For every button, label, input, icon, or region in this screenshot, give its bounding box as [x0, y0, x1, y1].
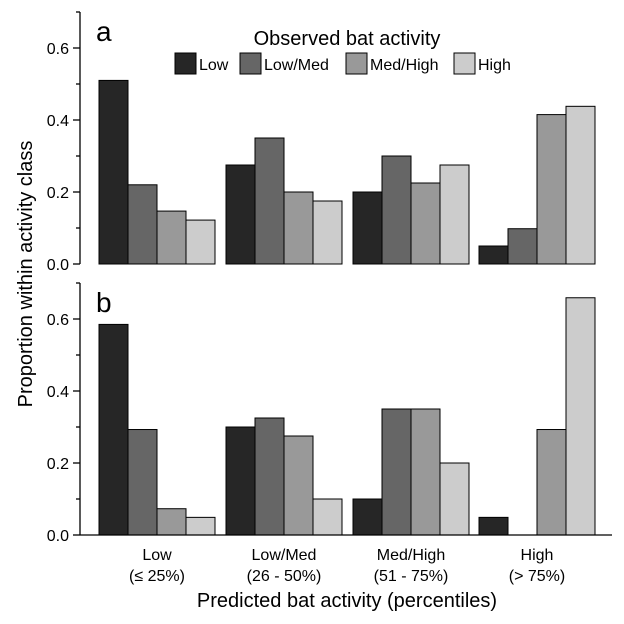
x-tick-label-0: Low	[142, 547, 172, 564]
x-tick-sublabel-0: (≤ 25%)	[129, 568, 185, 585]
bar-b-2-0	[352, 498, 383, 536]
y-axis-title: Proportion within activity class	[15, 141, 37, 408]
bar-a-1-1	[254, 137, 285, 265]
bar-a-0-2	[156, 210, 187, 265]
bar-a-3-1	[507, 228, 538, 265]
bar-a-2-3	[439, 164, 470, 265]
y-tick-label-a: 0.2	[47, 185, 69, 202]
x-tick-label-3: High	[521, 547, 554, 564]
y-tick-label-a: 0.0	[47, 257, 69, 274]
y-tick-label-a: 0.4	[47, 113, 69, 130]
legend: Observed bat activity Low Low/Med Med/High…	[174, 28, 511, 75]
x-axis-title: Predicted bat activity (percentiles)	[197, 590, 497, 612]
legend-label-1: Low/Med	[264, 57, 329, 74]
legend-swatch-2	[345, 52, 368, 75]
bar-b-3-2	[536, 429, 567, 536]
legend-swatch-3	[453, 52, 476, 75]
bar-b-0-0	[98, 323, 129, 536]
legend-title: Observed bat activity	[254, 28, 441, 50]
x-tick-sublabel-1: (26 - 50%)	[247, 568, 322, 585]
panel-a: 0.0 0.2 0.4 0.6 a	[47, 11, 596, 274]
legend-label-3: High	[478, 57, 511, 74]
legend-swatch-1	[239, 52, 262, 75]
panel-label-b: b	[96, 287, 112, 318]
bar-a-2-0	[352, 191, 383, 265]
bar-b-2-3	[439, 462, 470, 536]
y-tick-label-b: 0.6	[47, 312, 69, 329]
bar-a-2-2	[410, 182, 441, 265]
bar-b-2-1	[381, 408, 412, 536]
panels: 0.0 0.2 0.4 0.6 a 0.0 0.2 0.4 0.6 b	[47, 11, 612, 545]
legend-label-0: Low	[199, 57, 229, 74]
x-tick-sublabel-2: (51 - 75%)	[374, 568, 449, 585]
bar-a-3-2	[536, 114, 567, 265]
y-tick-label-b: 0.2	[47, 456, 69, 473]
x-tick-label-1: Low/Med	[252, 547, 317, 564]
y-tick-label-b: 0.4	[47, 384, 69, 401]
panel-label-a: a	[96, 16, 112, 47]
bar-a-0-3	[185, 219, 216, 265]
bar-a-0-0	[98, 79, 129, 265]
bar-b-1-0	[225, 426, 256, 536]
bar-a-1-3	[312, 200, 343, 265]
bar-b-3-3	[565, 297, 596, 536]
legend-label-2: Med/High	[370, 57, 438, 74]
bar-a-0-1	[127, 184, 158, 265]
x-axis-labels: Low (≤ 25%) Low/Med (26 - 50%) Med/High (51 -…	[129, 547, 565, 585]
bar-a-1-2	[283, 191, 314, 265]
panel-b: 0.0 0.2 0.4 0.6 b	[47, 282, 596, 545]
bar-b-3-0	[478, 516, 509, 536]
y-tick-label-a: 0.6	[47, 41, 69, 58]
bar-a-1-0	[225, 164, 256, 265]
bar-a-3-3	[565, 105, 596, 265]
bar-b-2-2	[410, 408, 441, 536]
x-tick-sublabel-3: (> 75%)	[509, 568, 565, 585]
bar-b-0-2	[156, 508, 187, 536]
bar-b-0-1	[127, 429, 158, 536]
bar-b-1-3	[312, 498, 343, 536]
x-tick-label-2: Med/High	[377, 547, 445, 564]
bar-a-2-1	[381, 155, 412, 265]
y-tick-label-b: 0.0	[47, 528, 69, 545]
bar-b-1-1	[254, 417, 285, 536]
bar-b-1-2	[283, 435, 314, 536]
bar-a-3-0	[478, 245, 509, 265]
bar-b-0-3	[185, 516, 216, 536]
legend-swatch-0	[174, 52, 197, 75]
